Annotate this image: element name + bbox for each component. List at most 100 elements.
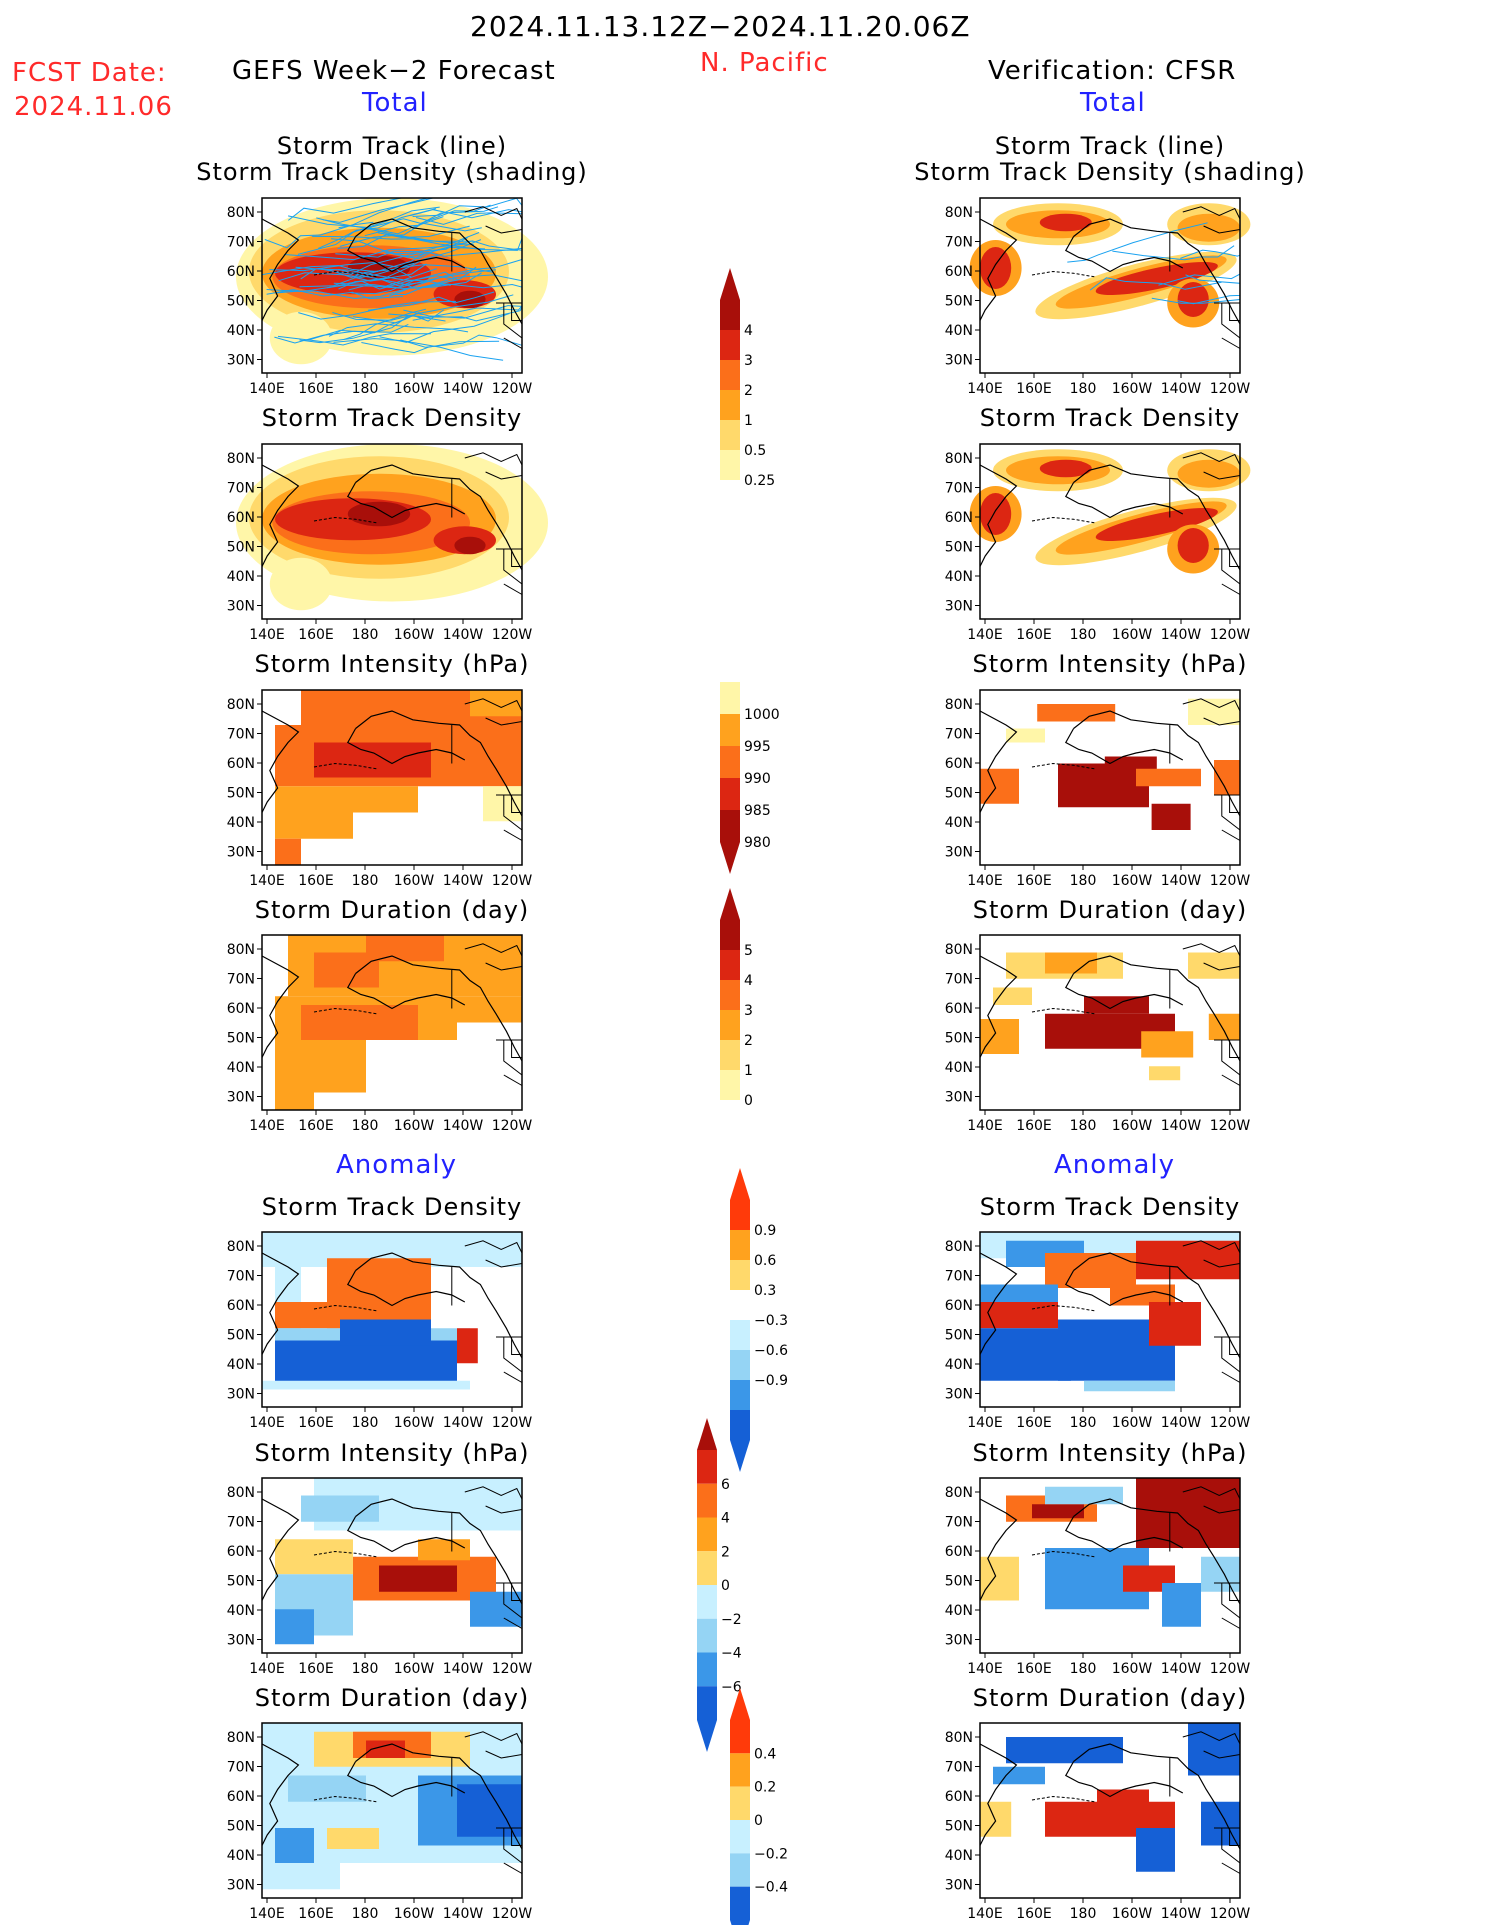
map-frame bbox=[979, 197, 1241, 374]
x-tick-label: 160E bbox=[1016, 1415, 1052, 1431]
x-tick-label: 160E bbox=[1016, 627, 1052, 643]
colorbar-segment bbox=[720, 1040, 740, 1070]
y-tick-label: 50N bbox=[945, 786, 973, 802]
colorbar-segment bbox=[730, 1786, 750, 1820]
anomaly-colorbar-density: 0.9 0.6 0.3 −0.3 −0.6 −0.9 bbox=[730, 1168, 788, 1472]
x-tick-label: 160W bbox=[394, 1415, 435, 1431]
x-tick-label: 160E bbox=[298, 873, 334, 889]
colorbar-arrow-top bbox=[697, 1418, 717, 1450]
colorbar-segment bbox=[720, 714, 740, 746]
colorbar-arrow-bottom bbox=[730, 1440, 750, 1472]
colorbar-label: 0.5 bbox=[744, 443, 766, 459]
colorbar-label: 1000 bbox=[744, 707, 780, 723]
x-tick-label: 180 bbox=[352, 381, 379, 397]
x-tick-label: 180 bbox=[1070, 381, 1097, 397]
colorbar-segment bbox=[697, 1652, 717, 1687]
x-tick-label: 140E bbox=[249, 381, 285, 397]
x-tick-label: 180 bbox=[1070, 1415, 1097, 1431]
colorbar-label: 2 bbox=[721, 1544, 730, 1560]
colorbar-label: 0 bbox=[721, 1578, 730, 1594]
y-tick-label: 30N bbox=[945, 1387, 973, 1403]
y-tick-label: 60N bbox=[945, 510, 973, 526]
right-track-line-title: Storm Track (line) bbox=[994, 132, 1226, 160]
colorbar-segment bbox=[720, 300, 740, 330]
map-frame bbox=[261, 1477, 523, 1654]
y-tick-label: 60N bbox=[945, 264, 973, 280]
x-tick-label: 140E bbox=[249, 1906, 285, 1922]
y-tick-label: 70N bbox=[227, 235, 255, 251]
total-colorbar-intensity: 1000 995 990 985 980 bbox=[720, 682, 780, 874]
colorbar-segment bbox=[730, 1260, 750, 1290]
y-tick-label: 30N bbox=[945, 1090, 973, 1106]
y-tick-label: 60N bbox=[227, 1544, 255, 1560]
x-tick-label: 120W bbox=[492, 1415, 533, 1431]
map-panel-cfsr-0: 80N 70N 60N 50N 40N 30N 140E 160E 180 160W 140W 120… bbox=[945, 197, 1251, 397]
map-frame bbox=[979, 443, 1241, 620]
x-tick-label: 160E bbox=[298, 1415, 334, 1431]
right-anom-density-title: Storm Track Density bbox=[979, 1193, 1241, 1221]
y-tick-label: 80N bbox=[945, 1485, 973, 1501]
y-tick-label: 60N bbox=[945, 1789, 973, 1805]
x-tick-label: 140E bbox=[967, 627, 1003, 643]
colorbar-segment bbox=[730, 1380, 750, 1410]
left-track-line-title: Storm Track (line) bbox=[276, 132, 508, 160]
colorbar-arrow-top bbox=[730, 1168, 750, 1200]
y-tick-label: 50N bbox=[945, 1819, 973, 1835]
x-tick-label: 120W bbox=[1210, 873, 1251, 889]
x-tick-label: 120W bbox=[1210, 1906, 1251, 1922]
y-tick-label: 70N bbox=[227, 972, 255, 988]
y-tick-label: 40N bbox=[945, 1357, 973, 1373]
y-tick-label: 70N bbox=[945, 1760, 973, 1776]
map-frame bbox=[979, 1477, 1241, 1654]
colorbar-label: −4 bbox=[721, 1646, 742, 1662]
left-density-title: Storm Track Density bbox=[261, 404, 523, 432]
total-colorbar-duration: 5 4 3 2 1 0 bbox=[720, 888, 753, 1130]
map-panel-cfsr-3: 80N 70N 60N 50N 40N 30N 140E 160E 180 160W 140W 120… bbox=[945, 934, 1250, 1134]
x-tick-label: 140E bbox=[967, 873, 1003, 889]
x-tick-label: 140E bbox=[249, 1118, 285, 1134]
y-tick-label: 50N bbox=[227, 786, 255, 802]
colorbar-label: 980 bbox=[744, 835, 771, 851]
colorbar-label: 2 bbox=[744, 1033, 753, 1049]
x-tick-label: 140E bbox=[249, 627, 285, 643]
y-tick-label: 50N bbox=[227, 1819, 255, 1835]
date-range-title: 2024.11.13.12Z−2024.11.20.06Z bbox=[470, 10, 971, 43]
y-tick-label: 40N bbox=[227, 1848, 255, 1864]
y-tick-label: 70N bbox=[227, 727, 255, 743]
map-frame bbox=[979, 934, 1241, 1111]
y-tick-label: 60N bbox=[227, 264, 255, 280]
colorbar-label: −0.2 bbox=[754, 1846, 788, 1862]
y-tick-label: 80N bbox=[227, 1239, 255, 1255]
colorbar-label: 5 bbox=[744, 943, 753, 959]
colorbar-segment bbox=[720, 682, 740, 714]
y-tick-label: 40N bbox=[227, 815, 255, 831]
x-tick-label: 160W bbox=[1112, 873, 1153, 889]
left-anomaly-label: Anomaly bbox=[336, 1150, 458, 1180]
y-tick-label: 60N bbox=[945, 1298, 973, 1314]
left-column-title: GEFS Week−2 Forecast bbox=[232, 56, 556, 86]
x-tick-label: 160E bbox=[298, 1118, 334, 1134]
x-tick-label: 160W bbox=[1112, 1118, 1153, 1134]
x-tick-label: 140W bbox=[443, 1415, 484, 1431]
y-tick-label: 40N bbox=[227, 1603, 255, 1619]
x-tick-label: 120W bbox=[492, 873, 533, 889]
y-tick-label: 60N bbox=[227, 510, 255, 526]
y-tick-label: 80N bbox=[945, 942, 973, 958]
x-tick-label: 120W bbox=[1210, 381, 1251, 397]
x-tick-label: 140W bbox=[443, 1906, 484, 1922]
x-tick-label: 160E bbox=[298, 381, 334, 397]
x-tick-label: 160E bbox=[298, 1661, 334, 1677]
colorbar-label: 1 bbox=[744, 1063, 753, 1079]
y-tick-label: 30N bbox=[227, 599, 255, 615]
colorbar-label: 0.3 bbox=[754, 1283, 776, 1299]
y-tick-label: 50N bbox=[227, 1328, 255, 1344]
left-duration-title: Storm Duration (day) bbox=[254, 896, 530, 924]
y-tick-label: 80N bbox=[945, 205, 973, 221]
x-tick-label: 180 bbox=[1070, 1661, 1097, 1677]
right-column-title: Verification: CFSR bbox=[988, 56, 1237, 86]
left-total-label: Total bbox=[362, 88, 428, 118]
x-tick-label: 160W bbox=[1112, 1906, 1153, 1922]
colorbar-label: 990 bbox=[744, 771, 771, 787]
x-tick-label: 160W bbox=[394, 1661, 435, 1677]
